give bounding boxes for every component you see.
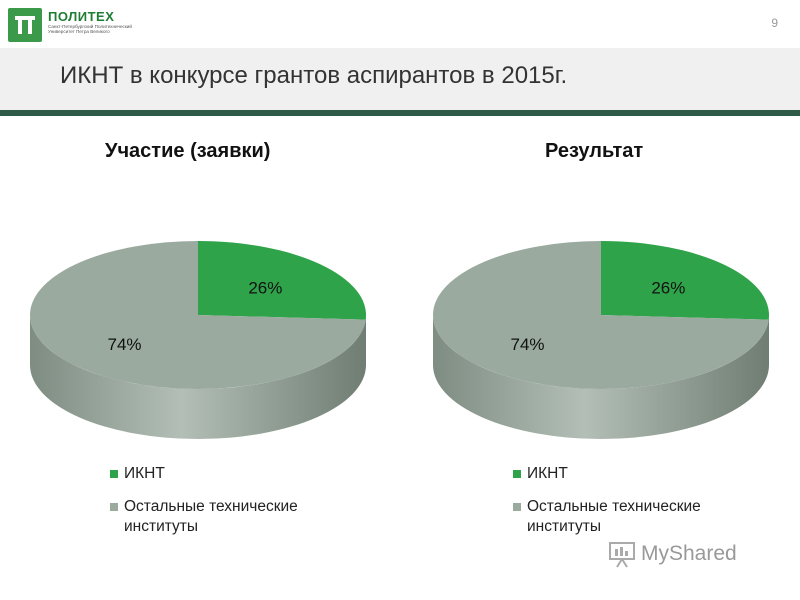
slide-title: ИКНТ в конкурсе грантов аспирантов в 201… [60,62,568,89]
watermark-text: MyShared [641,542,737,565]
pie-chart-result: 26% 74% [433,241,769,439]
legend-item-others: Остальные технические институты [513,497,763,537]
legend-item-others: Остальные технические институты [110,497,360,537]
presentation-icon [609,542,635,568]
legend-participation: ИКНТ Остальные технические институты [110,464,360,550]
logo-subtitle: Санкт-Петербургский Политехнический Унив… [48,24,132,35]
data-label-others: 74% [511,335,545,354]
legend-result: ИКНТ Остальные технические институты [513,464,763,550]
legend-label-others: Остальные технические институты [124,498,298,535]
legend-swatch-others [110,503,118,511]
watermark: MyShared [607,536,777,572]
legend-swatch-others [513,503,521,511]
legend-label-ikht: ИКНТ [527,465,568,482]
pie-slice-ikht [198,241,366,320]
legend-label-others: Остальные технические институты [527,498,701,535]
header-band [0,48,800,110]
logo-name: ПОЛИТЕХ [48,9,115,24]
data-label-ikht: 26% [651,279,685,298]
legend-item-ikht: ИКНТ [110,464,360,484]
pie-chart-participation: 26% 74% [30,241,366,439]
pie-slice-ikht [601,241,769,320]
logo: ПОЛИТЕХ Санкт-Петербургский Политехничес… [8,8,158,44]
data-label-ikht: 26% [248,279,282,298]
page-number: 9 [771,16,778,30]
pie-side-wall [433,315,769,439]
logo-mark-icon [8,8,42,42]
legend-swatch-ikht [513,470,521,478]
legend-label-ikht: ИКНТ [124,465,165,482]
pie-side-wall [30,315,366,439]
legend-item-ikht: ИКНТ [513,464,763,484]
data-label-others: 74% [108,335,142,354]
chart-title-result: Результат [545,140,644,162]
header-rule [0,110,800,116]
legend-swatch-ikht [110,470,118,478]
pie-slice-others [433,241,769,389]
pie-slice-others [30,241,366,389]
chart-title-participation: Участие (заявки) [105,140,271,162]
